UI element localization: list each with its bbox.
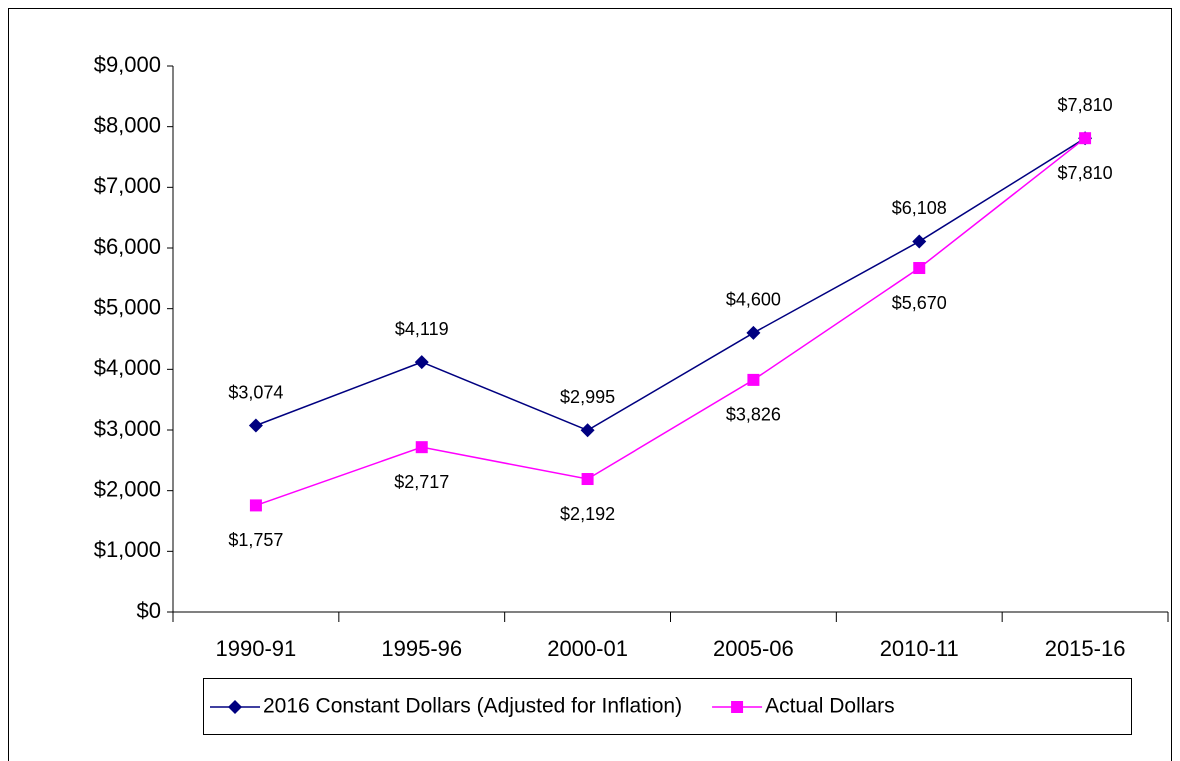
value-label: $6,108 bbox=[892, 198, 947, 218]
legend-box bbox=[203, 678, 1132, 735]
y-tick-label: $5,000 bbox=[94, 294, 161, 319]
data-point bbox=[580, 423, 595, 438]
y-tick-label: $2,000 bbox=[94, 476, 161, 501]
value-label: $4,119 bbox=[395, 319, 449, 339]
data-point bbox=[414, 355, 429, 370]
x-tick-label: 1995-96 bbox=[381, 636, 462, 661]
y-tick-label: $9,000 bbox=[94, 52, 161, 77]
y-tick-label: $8,000 bbox=[94, 112, 161, 137]
value-label: $2,192 bbox=[560, 504, 615, 524]
value-label: $3,074 bbox=[228, 382, 283, 402]
data-point bbox=[415, 441, 428, 454]
data-point bbox=[912, 234, 927, 249]
legend-marker bbox=[228, 700, 242, 714]
data-point bbox=[747, 373, 760, 386]
y-tick-label: $7,000 bbox=[94, 173, 161, 198]
data-point bbox=[248, 418, 263, 433]
legend-label: 2016 Constant Dollars (Adjusted for Infl… bbox=[263, 695, 682, 718]
y-tick-label: $0 bbox=[137, 598, 161, 623]
value-label: $2,717 bbox=[394, 472, 449, 492]
x-tick-label: 2005-06 bbox=[713, 636, 794, 661]
data-point bbox=[913, 262, 926, 275]
value-label: $5,670 bbox=[892, 293, 947, 313]
data-point bbox=[746, 325, 761, 340]
series-line bbox=[255, 137, 1086, 507]
legend-label: Actual Dollars bbox=[765, 695, 895, 718]
value-label: $2,995 bbox=[560, 387, 615, 407]
x-tick-label: 2015-16 bbox=[1045, 636, 1126, 661]
data-point bbox=[1079, 132, 1092, 145]
value-label: $7,810 bbox=[1058, 163, 1113, 183]
value-label: $1,757 bbox=[228, 530, 283, 550]
x-tick-label: 2000-01 bbox=[547, 636, 628, 661]
y-tick-label: $3,000 bbox=[94, 416, 161, 441]
value-label: $3,826 bbox=[726, 405, 781, 425]
value-label: $7,810 bbox=[1058, 95, 1113, 115]
x-tick-label: 1990-91 bbox=[216, 636, 297, 661]
legend-marker bbox=[731, 701, 744, 713]
y-tick-label: $6,000 bbox=[94, 234, 161, 259]
x-tick-label: 2010-11 bbox=[880, 636, 959, 661]
data-point bbox=[581, 473, 594, 486]
y-tick-label: $4,000 bbox=[94, 355, 161, 380]
series-line bbox=[255, 137, 1086, 432]
value-label: $4,600 bbox=[726, 290, 781, 310]
data-point bbox=[249, 499, 262, 512]
chart-border bbox=[8, 8, 1172, 761]
y-tick-label: $1,000 bbox=[94, 537, 161, 562]
